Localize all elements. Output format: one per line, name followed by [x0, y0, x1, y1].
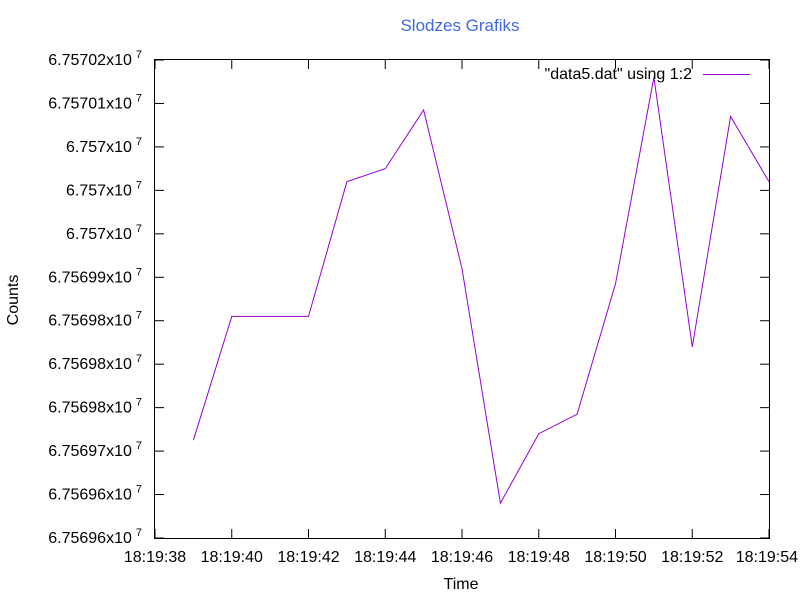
y-tick-label: 6.75696x10 7 — [48, 527, 142, 547]
y-tick-label: 6.757x10 7 — [66, 136, 142, 156]
x-axis-label: Time — [444, 576, 479, 593]
plot-frame — [154, 59, 770, 539]
x-tick-label: 18:19:40 — [201, 549, 263, 566]
x-tick-label: 18:19:54 — [736, 549, 798, 566]
y-tick-label: 6.75696x10 7 — [48, 484, 142, 504]
x-tick-label: 18:19:38 — [124, 549, 186, 566]
series-line — [192, 77, 770, 505]
y-axis-ticks: 6.75696x10 7 6.75696x10 7 6.75697x10 7 6.75698… — [48, 49, 769, 547]
legend-label: "data5.dat" using 1:2 — [545, 66, 693, 83]
legend: "data5.dat" using 1:2 — [545, 66, 750, 83]
y-tick-label: 6.75702x10 7 — [48, 49, 142, 69]
x-tick-label: 18:19:46 — [431, 549, 493, 566]
chart-title: Slodzes Grafiks — [400, 16, 519, 35]
x-tick-label: 18:19:52 — [661, 549, 723, 566]
y-tick-label: 6.75701x10 7 — [48, 92, 142, 112]
y-tick-label: 6.757x10 7 — [66, 179, 142, 199]
x-tick-label: 18:19:48 — [508, 549, 570, 566]
x-tick-label: 18:19:44 — [354, 549, 416, 566]
y-tick-label: 6.75697x10 7 — [48, 440, 142, 460]
y-axis-label: Counts — [5, 275, 22, 326]
x-tick-label: 18:19:42 — [277, 549, 339, 566]
y-tick-label: 6.75698x10 7 — [48, 353, 142, 373]
y-tick-label: 6.75698x10 7 — [48, 397, 142, 417]
y-tick-label: 6.75699x10 7 — [48, 266, 142, 286]
x-tick-label: 18:19:50 — [584, 549, 646, 566]
x-axis-ticks: 18:19:38 18:19:40 18:19:42 18:19:44 18:19:46… — [124, 60, 798, 566]
y-tick-label: 6.75698x10 7 — [48, 310, 142, 330]
y-tick-label: 6.757x10 7 — [66, 223, 142, 243]
